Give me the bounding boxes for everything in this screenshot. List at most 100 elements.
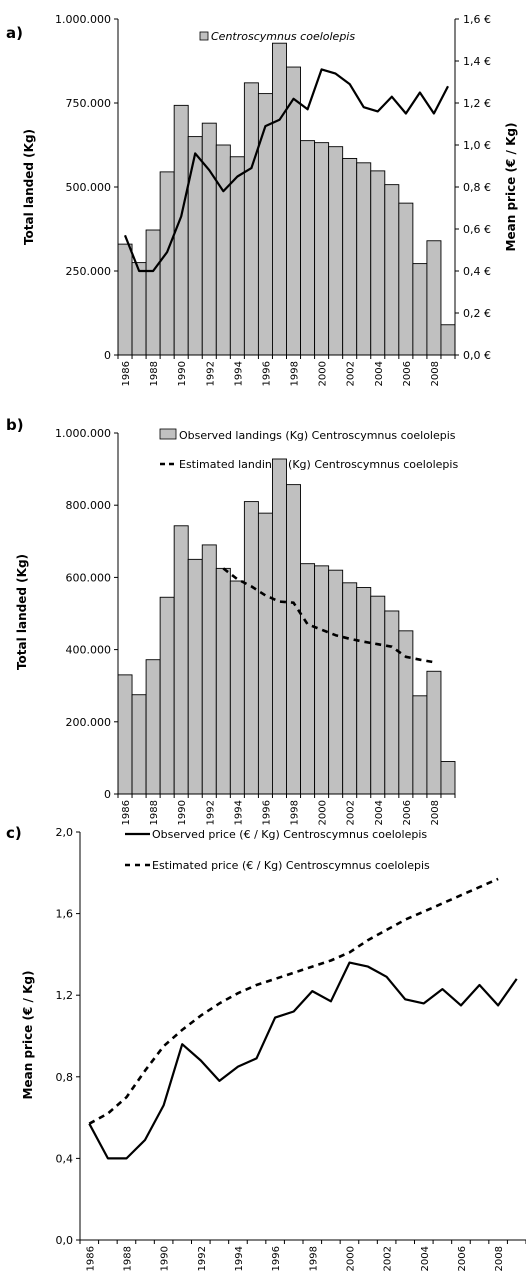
bar [412,263,428,356]
x-tick-label: 2000 [318,800,329,825]
bar [342,157,358,356]
x-tick-label: 2008 [494,1246,505,1271]
y-tick-label: 2,0 [56,826,74,839]
x-tick-label: 1986 [85,1246,96,1271]
bar [131,262,147,356]
bar [314,142,330,356]
x-tick-label: 1996 [271,1246,282,1271]
y2-tick-label: 0,4 € [463,265,491,278]
y2-tick-label: 0,6 € [463,223,491,236]
bar [243,82,259,356]
bar [117,243,133,356]
x-tick-label: 2004 [420,1246,431,1271]
y-tick-label: 750.000 [66,97,112,110]
y-tick-label: 600.000 [66,571,112,584]
x-tick-label: 1994 [233,800,244,825]
bar [272,458,287,795]
bar [229,580,245,795]
bar [201,544,217,795]
x-tick-label: 2004 [374,361,385,386]
bar [145,659,161,795]
legend-b: Observed landings (Kg) Centroscymnus coe… [159,428,458,471]
bar [159,171,175,356]
bar [257,93,273,356]
bar [300,140,316,356]
bar [440,324,456,356]
estimated-price-line [88,877,499,1125]
x-tick-label: 2000 [318,361,329,386]
bar [257,512,273,795]
y-tick-label: 1.000.000 [55,427,111,440]
bar [398,202,414,356]
y-axis-title-b: Total landed (Kg) [15,554,29,670]
legend-swatch-observed-b [159,428,177,440]
legend-label-a: Centroscymnus coelolepis [211,30,355,43]
x-tick-label: 2008 [430,361,441,386]
legend-label-observed-c: Observed price (€ / Kg) Centroscymnus co… [152,828,427,841]
x-tick-label: 2006 [402,800,413,825]
legend-label-observed-b: Observed landings (Kg) Centroscymnus coe… [179,429,456,442]
x-tick-label: 2008 [430,800,441,825]
x-tick-label: 1990 [177,361,188,386]
y2-tick-label: 1,4 € [463,55,491,68]
bar [412,695,428,795]
x-tick-label: 1994 [234,1246,245,1271]
x-tick-label: 1996 [261,361,272,386]
x-tick-label: 1992 [205,800,216,825]
x-tick-label: 2002 [383,1246,394,1271]
estimated-landings-line [222,567,435,664]
bar [314,565,330,795]
bar [187,136,203,356]
bar [272,42,287,356]
y2-tick-label: 0,2 € [463,307,491,320]
x-tick-label: 1990 [160,1246,171,1271]
x-tick-label: 1998 [290,800,301,825]
y2-axis-title-a: Mean price (€ / Kg) [504,123,518,252]
bar [173,525,189,795]
y-tick-label: 0,4 [56,1152,74,1165]
x-tick-label: 1994 [233,361,244,386]
bar [426,670,442,795]
panel-label-b: b) [6,416,24,434]
y2-tick-label: 1,0 € [463,139,491,152]
bar [117,674,133,795]
y2-tick-label: 1,6 € [463,13,491,26]
y-tick-label: 0,8 [56,1071,74,1084]
bar [159,596,175,795]
x-tick-label: 2002 [346,361,357,386]
price-line [123,68,449,273]
legend-label-estimated-b: Estimated landings (Kg) Centroscymnus co… [179,458,458,471]
y-axis-title-c: Mean price (€ / Kg) [21,971,35,1100]
x-tick-label: 1996 [261,800,272,825]
x-tick-label: 2002 [346,800,357,825]
y-tick-label: 1,6 [56,908,74,921]
panel-label-c: c) [6,824,22,842]
bar [215,567,231,795]
bar [328,569,344,795]
bar [229,156,245,356]
observed-price-line [88,961,518,1160]
bar [145,229,161,356]
bar [440,761,456,795]
legend-a: Centroscymnus coelolepis [199,30,355,43]
bar [384,184,400,356]
bar [370,170,386,356]
x-tick-label: 1992 [205,361,216,386]
chart-c: c) Mean price (€ / Kg) Observed price (€… [6,824,526,1271]
legend-label-estimated-c: Estimated price (€ / Kg) Centroscymnus c… [152,859,430,872]
y-tick-label: 1,2 [56,989,74,1002]
x-tick-label: 2000 [345,1246,356,1271]
panel-label-a: a) [6,24,23,42]
y2-tick-label: 0,0 € [463,349,491,362]
y-tick-label: 0 [104,788,111,801]
bar [370,595,386,795]
y-tick-label: 200.000 [66,716,112,729]
bar [384,610,400,795]
y-axis-title-a: Total landed (Kg) [22,129,36,245]
y2-tick-label: 0,8 € [463,181,491,194]
y-tick-label: 500.000 [66,181,112,194]
y-tick-label: 400.000 [66,644,112,657]
x-tick-label: 1986 [121,361,132,386]
x-tick-label: 1998 [308,1246,319,1271]
bar [300,563,316,795]
